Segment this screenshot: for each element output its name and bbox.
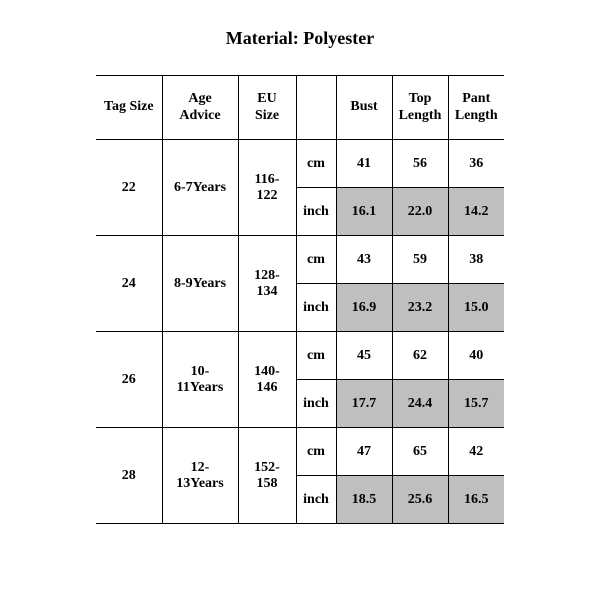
cell-tag-size: 28 xyxy=(96,428,162,524)
cell-eu-size: 116-122 xyxy=(238,140,296,236)
cell-unit-cm: cm xyxy=(296,236,336,284)
cell-pant-length: 36 xyxy=(448,140,504,188)
table-row: 26 10-11Years 140-146 cm 45 62 40 xyxy=(96,332,504,380)
cell-top-length: 23.2 xyxy=(392,284,448,332)
cell-tag-size: 24 xyxy=(96,236,162,332)
cell-unit-inch: inch xyxy=(296,284,336,332)
cell-bust: 47 xyxy=(336,428,392,476)
cell-bust: 17.7 xyxy=(336,380,392,428)
cell-unit-inch: inch xyxy=(296,380,336,428)
cell-bust: 45 xyxy=(336,332,392,380)
cell-bust: 18.5 xyxy=(336,476,392,524)
size-table: Tag Size Age Advice EU Size Bust Top Len… xyxy=(96,75,504,524)
col-header-eu-size: EU Size xyxy=(238,76,296,140)
cell-pant-length: 14.2 xyxy=(448,188,504,236)
cell-pant-length: 42 xyxy=(448,428,504,476)
cell-age-advice: 10-11Years xyxy=(162,332,238,428)
cell-top-length: 22.0 xyxy=(392,188,448,236)
cell-top-length: 56 xyxy=(392,140,448,188)
cell-eu-size: 128-134 xyxy=(238,236,296,332)
cell-unit-cm: cm xyxy=(296,332,336,380)
cell-top-length: 25.6 xyxy=(392,476,448,524)
cell-tag-size: 26 xyxy=(96,332,162,428)
cell-top-length: 24.4 xyxy=(392,380,448,428)
cell-top-length: 59 xyxy=(392,236,448,284)
cell-age-advice: 6-7Years xyxy=(162,140,238,236)
cell-pant-length: 40 xyxy=(448,332,504,380)
cell-unit-inch: inch xyxy=(296,476,336,524)
cell-unit-cm: cm xyxy=(296,140,336,188)
cell-pant-length: 38 xyxy=(448,236,504,284)
cell-bust: 41 xyxy=(336,140,392,188)
cell-bust: 16.9 xyxy=(336,284,392,332)
table-body: 22 6-7Years 116-122 cm 41 56 36 inch 16.… xyxy=(96,140,504,524)
table-row: 22 6-7Years 116-122 cm 41 56 36 xyxy=(96,140,504,188)
col-header-age-advice: Age Advice xyxy=(162,76,238,140)
cell-unit-inch: inch xyxy=(296,188,336,236)
col-header-top-length: Top Length xyxy=(392,76,448,140)
cell-bust: 16.1 xyxy=(336,188,392,236)
col-header-pant-length: Pant Length xyxy=(448,76,504,140)
cell-pant-length: 15.0 xyxy=(448,284,504,332)
cell-pant-length: 16.5 xyxy=(448,476,504,524)
cell-age-advice: 8-9Years xyxy=(162,236,238,332)
cell-top-length: 62 xyxy=(392,332,448,380)
cell-tag-size: 22 xyxy=(96,140,162,236)
col-header-bust: Bust xyxy=(336,76,392,140)
page-title: Material: Polyester xyxy=(0,28,600,49)
page: Material: Polyester Tag Size Age Advice … xyxy=(0,0,600,600)
cell-unit-cm: cm xyxy=(296,428,336,476)
cell-pant-length: 15.7 xyxy=(448,380,504,428)
cell-top-length: 65 xyxy=(392,428,448,476)
table-row: 24 8-9Years 128-134 cm 43 59 38 xyxy=(96,236,504,284)
cell-eu-size: 140-146 xyxy=(238,332,296,428)
cell-bust: 43 xyxy=(336,236,392,284)
col-header-tag-size: Tag Size xyxy=(96,76,162,140)
col-header-unit xyxy=(296,76,336,140)
cell-age-advice: 12-13Years xyxy=(162,428,238,524)
table-header-row: Tag Size Age Advice EU Size Bust Top Len… xyxy=(96,76,504,140)
table-row: 28 12-13Years 152-158 cm 47 65 42 xyxy=(96,428,504,476)
cell-eu-size: 152-158 xyxy=(238,428,296,524)
